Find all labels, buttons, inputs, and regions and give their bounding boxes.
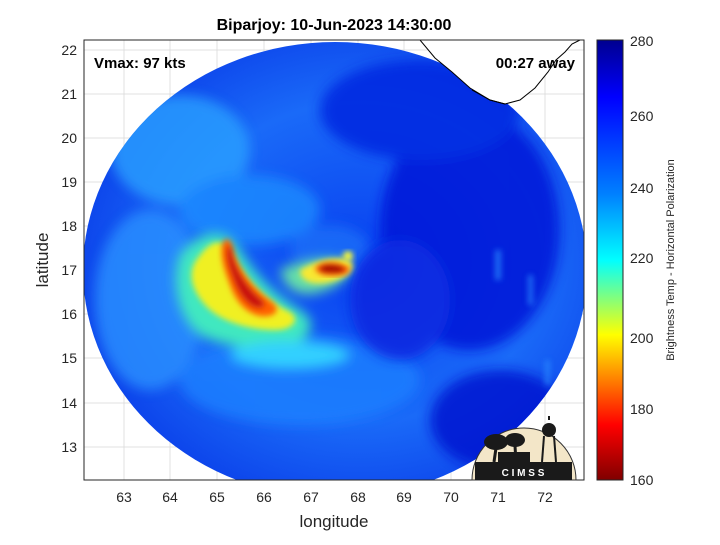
y-tick-label: 19 (61, 174, 77, 190)
x-tick-label: 71 (490, 489, 506, 505)
x-tick-label: 70 (443, 489, 459, 505)
y-tick-label: 22 (61, 42, 77, 58)
brightness-temp-swath (84, 40, 584, 480)
x-tick-label: 69 (396, 489, 412, 505)
x-tick-label: 64 (162, 489, 178, 505)
y-tick-label: 16 (61, 306, 77, 322)
colorbar-tick-label: 200 (630, 330, 654, 346)
colorbar-tick-label: 180 (630, 401, 654, 417)
x-tick-label: 66 (256, 489, 272, 505)
coastline (419, 40, 581, 105)
x-tick-label: 72 (537, 489, 553, 505)
y-tick-label: 15 (61, 350, 77, 366)
colorbar-tick-label: 240 (630, 180, 654, 196)
time-away-label: 00:27 away (496, 55, 576, 72)
colorbar-tick-label: 280 (630, 33, 654, 49)
colorbar: 160 180 200 220 240 260 280 Brightness T… (596, 33, 677, 488)
y-tick-label: 21 (61, 86, 77, 102)
y-tick-label: 18 (61, 218, 77, 234)
colorbar-label: Brightness Temp - Horizontal Polarizatio… (665, 159, 677, 361)
x-tick-label: 63 (116, 489, 132, 505)
colorbar-tick-label: 220 (630, 250, 654, 266)
x-tick-label: 68 (350, 489, 366, 505)
y-axis: 13 14 15 16 17 18 19 20 21 22 (61, 42, 77, 455)
x-axis-label: longitude (299, 512, 368, 531)
vmax-label: Vmax: 97 kts (94, 55, 186, 72)
y-tick-label: 20 (61, 130, 77, 146)
y-tick-label: 13 (61, 439, 77, 455)
x-tick-label: 67 (303, 489, 319, 505)
y-tick-label: 14 (61, 395, 77, 411)
chart-title: Biparjoy: 10-Jun-2023 14:30:00 (217, 17, 452, 34)
cimss-logo-text: C I M S S (502, 468, 545, 479)
y-axis-label: latitude (33, 233, 52, 288)
y-tick-label: 17 (61, 262, 77, 278)
cimss-logo: C I M S S (471, 416, 577, 481)
colorbar-gradient (596, 39, 624, 481)
colorbar-tick-label: 160 (630, 472, 654, 488)
colorbar-tick-label: 260 (630, 108, 654, 124)
x-tick-label: 65 (209, 489, 225, 505)
x-axis: 63 64 65 66 67 68 69 70 71 72 (116, 489, 553, 505)
